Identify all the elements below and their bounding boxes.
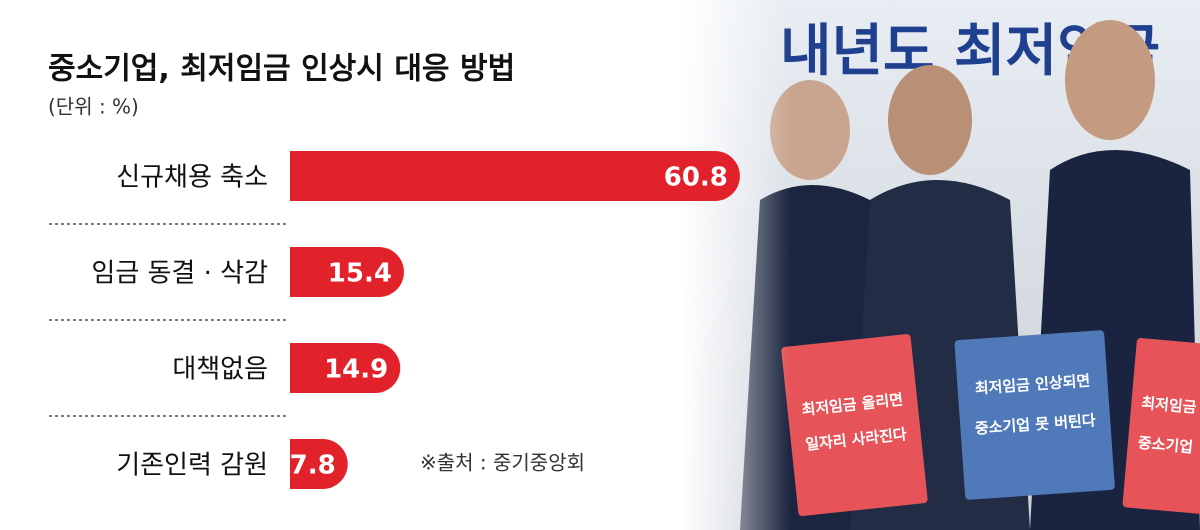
photo: 내년도 최저임금 최저임금 올리면 일자리 사라진다 최저임금 인상되면 중소기… [680, 0, 1200, 530]
chart-title: 중소기업, 최저임금 인상시 대응 방법 [48, 52, 515, 87]
bar [290, 342, 401, 393]
bar [290, 151, 740, 201]
value-label: 60.8 [664, 163, 728, 193]
category-label: 기존인력 감원 [116, 451, 268, 481]
source-note: ※출처 : 중기중앙회 [420, 451, 585, 475]
category-label: 신규채용 축소 [116, 163, 268, 193]
sign-text: 최저임금 [1141, 394, 1198, 417]
category-label: 임금 동결 · 삭감 [91, 259, 268, 289]
value-label: 14.9 [324, 355, 388, 385]
chart-subtitle: (단위 : %) [48, 95, 139, 119]
value-label: 7.8 [290, 451, 336, 481]
category-label: 대책없음 [172, 355, 268, 385]
value-label: 15.4 [328, 259, 392, 289]
sign-text: 중소기업 [1137, 434, 1194, 457]
bar [290, 439, 348, 489]
bar [290, 247, 404, 297]
